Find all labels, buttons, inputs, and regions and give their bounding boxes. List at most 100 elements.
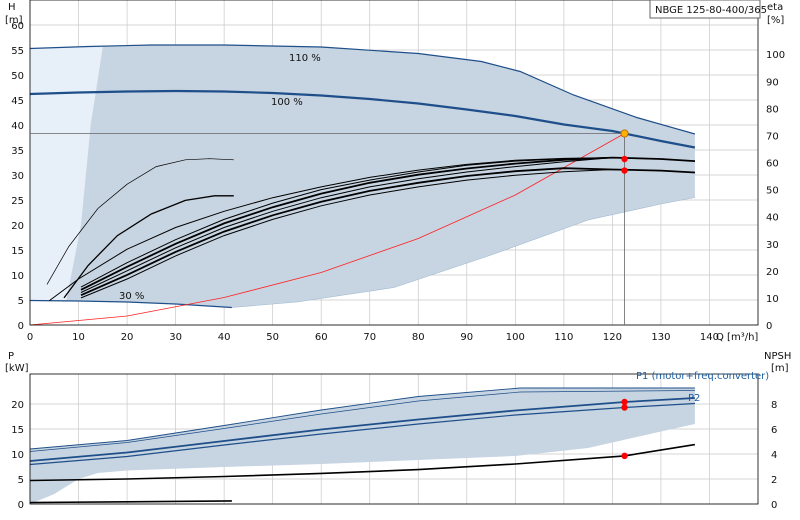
lower-frame — [29, 373, 759, 505]
upper-x-tick: 60 — [315, 332, 328, 343]
upper-axes: 0 5 10 15 20 25 30 35 40 45 50 55 60 0 10 20 30 40 50 60 70 8… — [11, 0, 785, 343]
upper-lines — [29, 44, 696, 326]
system-curve — [29, 133, 625, 326]
upper-y-right-tick: 10 — [766, 294, 779, 305]
upper-x-tick: 50 — [266, 332, 279, 343]
upper-y-left-tick: 25 — [11, 196, 24, 207]
eff-curve-mid — [63, 195, 234, 299]
upper-y-left-tick: 10 — [11, 271, 24, 282]
lower-axes: 0 5 10 15 20 0 2 4 6 8 — [11, 373, 777, 511]
eff-curve-eff-lower_b — [80, 168, 695, 299]
upper-y-right-tick: 50 — [766, 186, 779, 197]
lower-y-left-tick: 10 — [11, 450, 24, 461]
lower-y-right-tick: 8 — [771, 400, 777, 411]
npsh-curve — [29, 443, 696, 482]
upper-y-right-tick: 100 — [766, 50, 785, 61]
eff-marker-0 — [621, 155, 628, 163]
upper-y-right-tick: 0 — [766, 321, 772, 332]
upper-x-tick: 140 — [700, 332, 719, 343]
upper-y-right-tick: 20 — [766, 267, 779, 278]
power-range-area — [30, 388, 695, 504]
upper-y-left-tick: 15 — [11, 246, 24, 257]
eff-curve-eff-lower_a — [80, 167, 695, 297]
model-label: NBGE 125-80-400/365 — [655, 5, 767, 16]
upper-y-right-title: eta — [767, 2, 783, 13]
legend-p1: P1 (motor+freq.converter) — [636, 371, 769, 382]
lower-y-left-unit: [kW] — [5, 363, 29, 374]
upper-y-right-tick: 60 — [766, 159, 779, 170]
upper-y-left-title: H — [8, 2, 16, 13]
lower-y-right-tick: 2 — [771, 475, 777, 486]
lower-lines — [29, 387, 696, 504]
lower-y-right-title: NPSH — [764, 351, 791, 362]
operating-range-area — [30, 45, 695, 308]
lower-plot: 0 5 10 15 20 0 2 4 6 8 — [11, 373, 777, 511]
upper-y-left-tick: 20 — [11, 221, 24, 232]
upper-x-tick: 130 — [651, 332, 670, 343]
operating-point — [620, 129, 629, 138]
upper-x-tick: 10 — [72, 332, 85, 343]
power-marker-0 — [621, 398, 628, 406]
head-curve-30 — [29, 299, 232, 309]
upper-y-left-unit: [m] — [5, 15, 23, 26]
upper-x-tick: 110 — [554, 332, 573, 343]
upper-x-tick: 80 — [412, 332, 425, 343]
lower-marks — [621, 398, 628, 460]
lower-y-left-tick: 15 — [11, 425, 24, 436]
upper-marks — [30, 129, 629, 325]
upper-y-left-tick: 55 — [11, 46, 24, 57]
legend-p2: P2 — [688, 393, 700, 404]
upper-x-tick: 30 — [169, 332, 182, 343]
upper-x-tick: 90 — [460, 332, 473, 343]
upper-y-right-unit: [%] — [767, 15, 784, 26]
lower-y-left-tick: 0 — [18, 500, 24, 511]
eff-curve-thin — [46, 158, 234, 285]
upper-y-right-tick: 40 — [766, 213, 779, 224]
upper-x-tick: 40 — [218, 332, 231, 343]
upper-y-left-tick: 50 — [11, 71, 24, 82]
upper-x-tick: 100 — [506, 332, 525, 343]
upper-x-tick: 20 — [121, 332, 134, 343]
power-marker-1 — [621, 404, 628, 411]
label-30: 30 % — [119, 291, 144, 302]
lower-y-right-tick: 0 — [771, 500, 777, 511]
upper-y-right-tick: 30 — [766, 240, 779, 251]
lower-y-left-tick: 20 — [11, 400, 24, 411]
lower-y-left-title: P — [8, 351, 14, 362]
upper-y-left-tick: 5 — [18, 296, 24, 307]
upper-x-title: Q [m³/h] — [716, 332, 758, 343]
upper-y-left-tick: 35 — [11, 146, 24, 157]
upper-y-right-tick: 90 — [766, 77, 779, 88]
upper-y-right-tick: 70 — [766, 131, 779, 142]
p1-curve — [29, 397, 695, 462]
upper-fills — [30, 45, 695, 308]
eff-curve-eff-d — [80, 157, 695, 293]
npsh-min-curve — [29, 500, 232, 504]
upper-y-left-tick: 40 — [11, 121, 24, 132]
upper-y-left-tick: 0 — [18, 321, 24, 332]
p2-curve — [29, 402, 695, 466]
label-110: 110 % — [289, 53, 321, 64]
npsh-marker — [621, 452, 628, 460]
lower-y-right-unit: [m] — [771, 363, 789, 374]
head-curve-110 — [29, 44, 696, 135]
power-band-top — [29, 387, 695, 450]
head-curve-100 — [29, 89, 696, 149]
upper-x-tick: 0 — [27, 332, 33, 343]
upper-y-left-tick: 45 — [11, 96, 24, 107]
label-100: 100 % — [271, 97, 303, 108]
upper-y-left-tick: 30 — [11, 171, 24, 182]
upper-y-left-tick: 60 — [11, 21, 24, 32]
upper-x-tick: 120 — [603, 332, 622, 343]
lower-fills — [30, 388, 695, 504]
p1-outer-curve — [29, 390, 695, 452]
model-box — [649, 0, 761, 19]
lower-y-right-tick: 6 — [771, 425, 777, 436]
low-flow-zone — [30, 47, 103, 301]
upper-frame — [29, 0, 759, 326]
upper-x-tick: 70 — [363, 332, 376, 343]
upper-plot: 0 5 10 15 20 25 30 35 40 45 50 55 60 0 10 20 30 40 50 60 70 8… — [11, 0, 785, 343]
lower-y-left-tick: 5 — [18, 475, 24, 486]
